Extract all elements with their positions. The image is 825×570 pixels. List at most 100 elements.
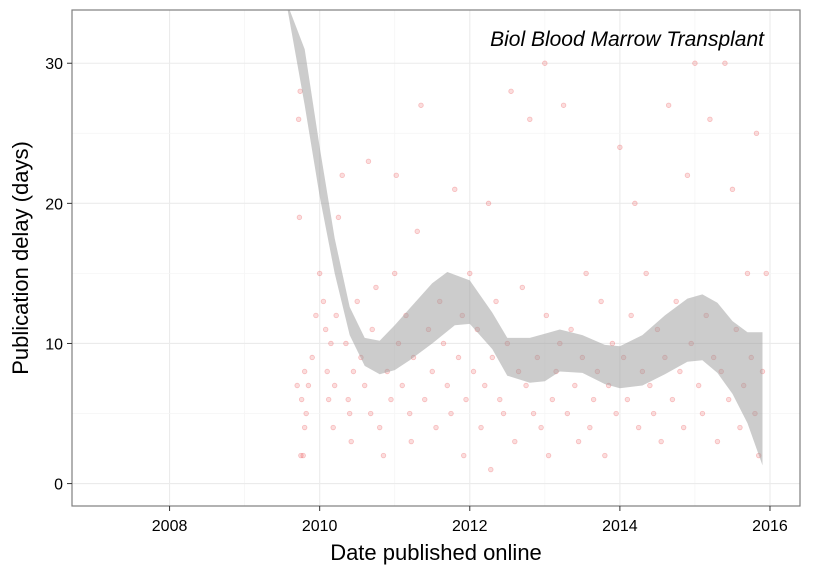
y-tick-label: 0 (54, 477, 63, 494)
x-tick-label: 2016 (752, 518, 788, 535)
data-point (296, 214, 303, 221)
data-point (399, 382, 405, 389)
data-point (444, 382, 450, 389)
data-point (587, 424, 593, 431)
grid-lines (72, 10, 800, 506)
data-point (328, 340, 334, 347)
data-point (461, 452, 467, 459)
data-point (575, 438, 582, 445)
data-point (628, 312, 634, 319)
data-point (543, 312, 550, 319)
data-point (440, 340, 447, 347)
data-point (744, 270, 751, 277)
data-point (665, 102, 672, 108)
data-point (673, 298, 679, 305)
data-point (695, 382, 702, 389)
data-point (470, 368, 477, 375)
data-point (726, 396, 732, 403)
data-point (519, 284, 526, 291)
data-point (301, 368, 308, 375)
y-tick-label: 10 (45, 336, 63, 353)
data-point (452, 186, 458, 193)
data-point (527, 116, 533, 122)
data-point (512, 438, 518, 445)
data-point (572, 382, 578, 389)
data-point (729, 186, 736, 193)
data-point (482, 382, 488, 389)
data-point (346, 410, 353, 417)
data-point (463, 396, 469, 403)
data-point (763, 270, 769, 277)
data-point (333, 312, 339, 319)
data-point (348, 438, 354, 445)
data-point (564, 410, 571, 417)
confidence-band (287, 10, 763, 466)
data-point (303, 410, 309, 417)
data-point (294, 382, 300, 389)
data-point (365, 158, 372, 165)
data-point (530, 410, 537, 417)
data-point (316, 270, 323, 277)
data-point (583, 270, 589, 277)
data-point (343, 340, 349, 347)
data-point (362, 382, 368, 389)
data-point (699, 410, 706, 417)
data-point (309, 354, 315, 361)
data-point (684, 172, 691, 179)
data-point (433, 424, 439, 431)
data-point (418, 102, 424, 108)
data-point (737, 424, 743, 431)
data-point (508, 88, 514, 94)
data-point (753, 130, 760, 136)
y-tick-label: 30 (45, 56, 63, 73)
data-point (613, 410, 619, 417)
y-axis-ticks: 0 10 20 30 (45, 56, 72, 494)
data-point (632, 200, 638, 207)
x-tick-label: 2010 (302, 518, 338, 535)
data-point (350, 368, 357, 375)
data-point (647, 382, 653, 389)
data-point (388, 396, 394, 403)
data-point (617, 144, 623, 151)
data-point (408, 438, 414, 445)
data-point (722, 60, 728, 66)
data-point (545, 452, 552, 459)
data-point (707, 116, 713, 122)
data-point (669, 396, 676, 403)
data-point (392, 270, 398, 277)
data-point (467, 270, 473, 277)
y-axis-title: Publication delay (days) (8, 141, 33, 375)
data-point (325, 396, 332, 403)
data-point (542, 60, 548, 66)
data-point (331, 382, 338, 389)
data-point (650, 410, 657, 417)
x-tick-label: 2014 (602, 518, 638, 535)
data-point (568, 326, 574, 333)
data-point (523, 382, 529, 389)
data-point (485, 200, 492, 207)
data-point (489, 354, 495, 361)
data-point (407, 410, 413, 417)
data-point (322, 326, 329, 333)
data-point (602, 452, 608, 459)
journal-annotation: Biol Blood Marrow Transplant (490, 28, 765, 51)
data-point (377, 424, 383, 431)
data-point (609, 340, 616, 347)
data-point (493, 298, 499, 305)
data-point (624, 396, 631, 403)
data-point (455, 354, 462, 361)
data-point (488, 466, 494, 473)
data-point (305, 382, 312, 389)
data-point (298, 396, 305, 403)
data-point (369, 326, 375, 333)
data-point (549, 396, 556, 403)
data-point (714, 438, 721, 445)
x-tick-label: 2008 (152, 518, 188, 535)
data-point (301, 424, 308, 431)
data-point (335, 214, 342, 221)
data-point (677, 368, 683, 375)
data-point (295, 116, 302, 122)
data-point (635, 424, 642, 431)
data-point (692, 60, 698, 66)
data-point (297, 88, 303, 94)
